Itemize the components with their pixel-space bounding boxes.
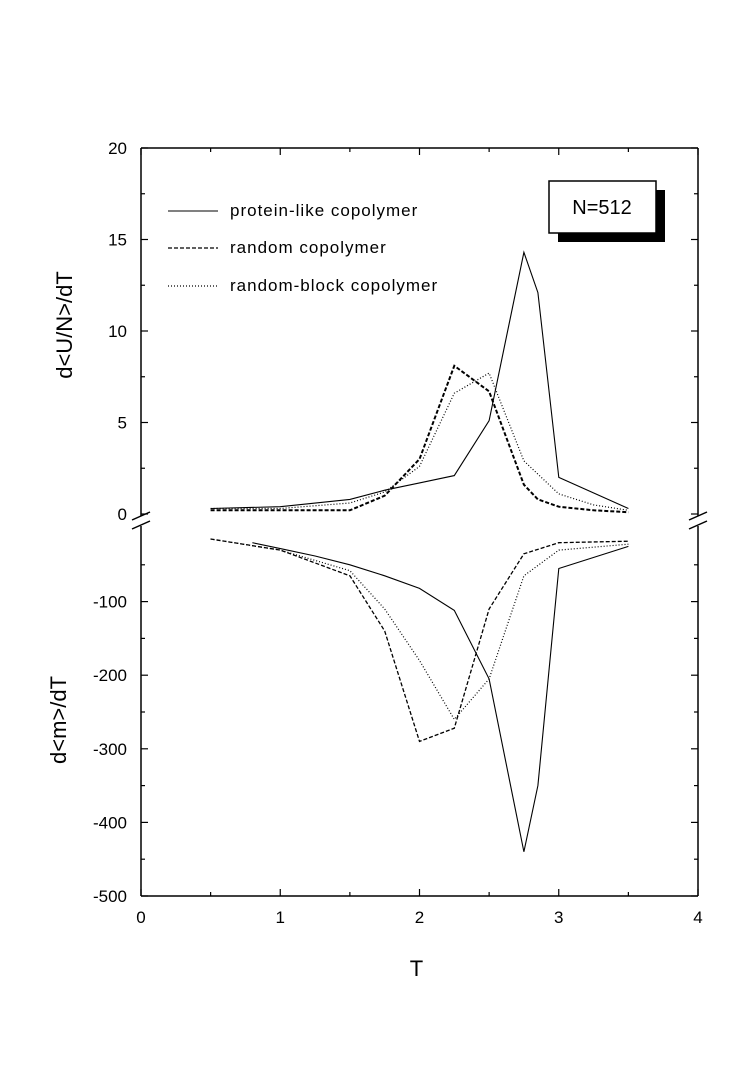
annotation-frame bbox=[548, 180, 657, 234]
upper-y-tick-label: 15 bbox=[108, 231, 127, 250]
upper-y-axis-title: d<U/N>/dT bbox=[52, 271, 77, 379]
upper-series-random-block-copolymer bbox=[210, 372, 629, 511]
axes bbox=[131, 147, 708, 897]
left-axis-break-mark bbox=[131, 511, 151, 521]
lower-y-tick-label: -400 bbox=[93, 813, 127, 832]
right-axis-break-mark bbox=[688, 520, 708, 530]
labels: 0 1 2 3 4 0 5 10 15 20 -500 -400 -300 -200 -100 Td<U/N>… bbox=[46, 139, 703, 981]
upper-y-tick-label: 0 bbox=[118, 505, 127, 524]
lower-series-random-copolymer bbox=[210, 538, 629, 743]
x-tick-label: 2 bbox=[415, 908, 424, 927]
right-axis-break-mark bbox=[688, 511, 708, 521]
lower-series-random-block-copolymer bbox=[210, 538, 629, 721]
annotation-box: N=512 bbox=[548, 180, 665, 242]
x-tick-label: 0 bbox=[136, 908, 145, 927]
upper-y-tick-label: 10 bbox=[108, 322, 127, 341]
upper-series-random-copolymer bbox=[210, 364, 629, 514]
lower-y-tick-label: -500 bbox=[93, 887, 127, 906]
lower-y-axis-title: d<m>/dT bbox=[46, 676, 71, 764]
x-axis-title: T bbox=[410, 956, 423, 981]
legend-label-random-block-copolymer: random-block copolymer bbox=[230, 276, 438, 295]
x-tick-label: 3 bbox=[554, 908, 563, 927]
left-axis-break-mark bbox=[131, 520, 151, 530]
x-tick-label: 1 bbox=[276, 908, 285, 927]
lower-series-protein-like-copolymer bbox=[252, 542, 629, 852]
series-layer bbox=[210, 250, 629, 852]
lower-y-tick-label: -300 bbox=[93, 740, 127, 759]
lower-y-tick-label: -100 bbox=[93, 593, 127, 612]
legend: protein-like copolymer random copolymer ra… bbox=[168, 201, 438, 295]
annotation-text: N=512 bbox=[572, 197, 632, 219]
x-tick-label: 4 bbox=[693, 908, 702, 927]
upper-y-tick-label: 5 bbox=[118, 414, 127, 433]
lower-y-tick-label: -200 bbox=[93, 666, 127, 685]
legend-label-protein-like-copolymer: protein-like copolymer bbox=[230, 201, 418, 220]
legend-label-random-copolymer: random copolymer bbox=[230, 238, 387, 257]
upper-y-tick-label: 20 bbox=[108, 139, 127, 158]
upper-series-protein-like-copolymer bbox=[210, 250, 629, 510]
